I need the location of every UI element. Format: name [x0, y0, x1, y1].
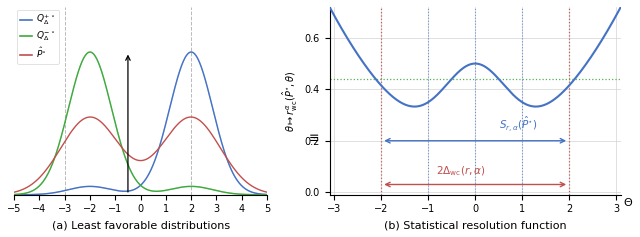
Legend: $Q_{\Delta}^{+\star}$, $Q_{\Delta}^{-\star}$, $\hat{P}^{\star}$: $Q_{\Delta}^{+\star}$, $Q_{\Delta}^{-\st… [17, 10, 59, 64]
Text: $\equiv$: $\equiv$ [305, 131, 319, 144]
X-axis label: (a) Least favorable distributions: (a) Least favorable distributions [52, 220, 230, 230]
Y-axis label: $\theta \mapsto r^\alpha_{\mathrm{wc}}(\hat{P}^{\star}, \theta)$: $\theta \mapsto r^\alpha_{\mathrm{wc}}(\… [281, 70, 301, 132]
X-axis label: (b) Statistical resolution function: (b) Statistical resolution function [384, 220, 566, 230]
Text: $2\Delta_{\mathrm{wc}}(r,\alpha)$: $2\Delta_{\mathrm{wc}}(r,\alpha)$ [436, 164, 486, 178]
Text: $S_{r,\alpha}(\hat{P}^{\star})$: $S_{r,\alpha}(\hat{P}^{\star})$ [499, 115, 538, 134]
Text: $\Theta$: $\Theta$ [623, 196, 634, 208]
